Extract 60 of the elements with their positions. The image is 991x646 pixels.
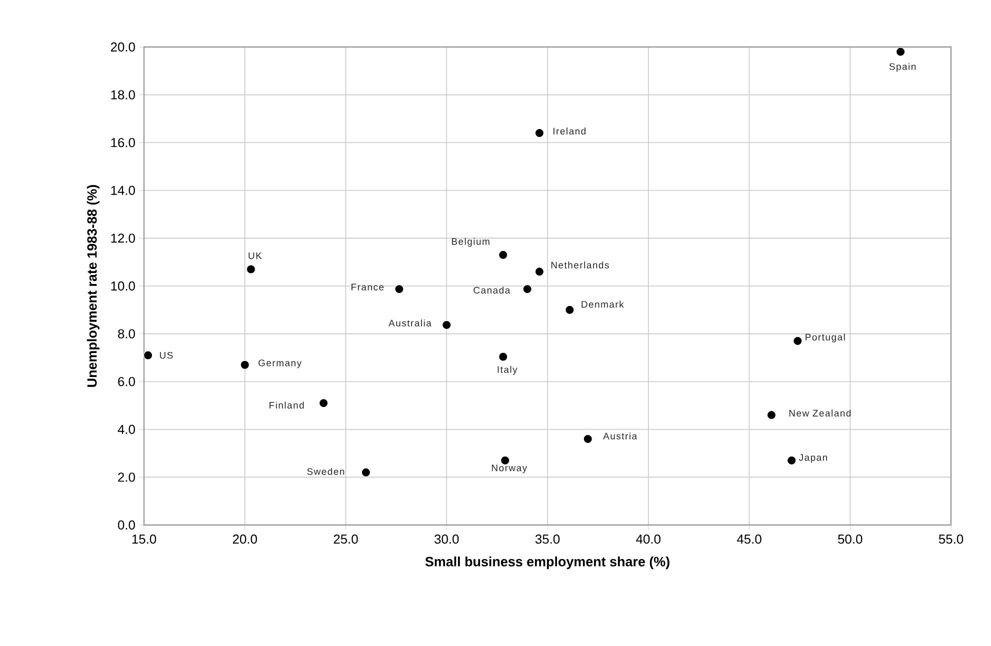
annotation: Finland (270, 402, 304, 409)
point (361, 468, 371, 478)
x-tick-label: 45.0 (736, 534, 762, 544)
x-tick-label: 50.0 (838, 534, 862, 544)
point (442, 320, 452, 330)
annotation: Ireland (554, 128, 586, 135)
point (793, 336, 802, 346)
point (522, 284, 532, 294)
x-tick-label: 20.0 (232, 534, 257, 544)
point (500, 456, 510, 466)
x-tick-label: 40.0 (636, 534, 660, 544)
y-tick-label: 12.0 (111, 234, 135, 243)
annotation: Australia (388, 319, 432, 326)
y-tick-label: 10.0 (111, 281, 135, 291)
point (240, 360, 250, 370)
point (534, 128, 544, 138)
annotation: France (352, 284, 384, 290)
x-axis-title: Small business employment share (%) (425, 556, 670, 570)
point (246, 264, 256, 274)
point (318, 398, 328, 408)
annotation: Belgium (452, 238, 490, 247)
annotation: Austria (603, 432, 638, 440)
annotation: Denmark (582, 300, 624, 308)
annotation: Italy (498, 366, 518, 375)
x-tick-label: 25.0 (334, 534, 358, 544)
annotation: US (160, 352, 173, 359)
y-tick-label: 14.0 (111, 186, 135, 195)
annotation: Spain (889, 62, 916, 72)
y-tick-label: 18.0 (111, 90, 135, 100)
x-tick-label: 30.0 (434, 534, 459, 544)
point (394, 284, 404, 294)
x-tick-label: 35.0 (535, 534, 560, 544)
point (583, 434, 592, 444)
y-tick-label: 4.0 (118, 424, 135, 434)
annotation: Japan (798, 454, 828, 463)
annotation: New Zealand (789, 410, 851, 417)
x-tick-label: 55.0 (938, 534, 964, 544)
point (534, 267, 544, 276)
annotation: UK (248, 252, 262, 260)
point (143, 350, 153, 360)
annotation: Netherlands (551, 262, 609, 268)
y-tick-label: 2.0 (118, 472, 135, 482)
point (565, 305, 574, 314)
annotation: Canada (474, 286, 510, 294)
annotation: Sweden (307, 468, 344, 475)
y-tick-label: 16.0 (111, 138, 135, 148)
annotation: Germany (258, 360, 302, 368)
point (787, 456, 796, 466)
y-tick-label: 8.0 (118, 329, 135, 338)
point (498, 250, 508, 260)
point (766, 410, 776, 420)
y-tick-label: 0.0 (118, 520, 135, 530)
point (896, 47, 906, 56)
annotation: Portugal (806, 334, 845, 342)
x-tick-label: 15.0 (132, 534, 156, 544)
annotation: Norway (492, 464, 528, 474)
y-tick-label: 20.0 (110, 42, 135, 52)
y-tick-label: 6.0 (118, 377, 135, 386)
y-axis-title: Unemployment rate 1983-88 (%) (86, 185, 100, 387)
point (498, 352, 508, 362)
